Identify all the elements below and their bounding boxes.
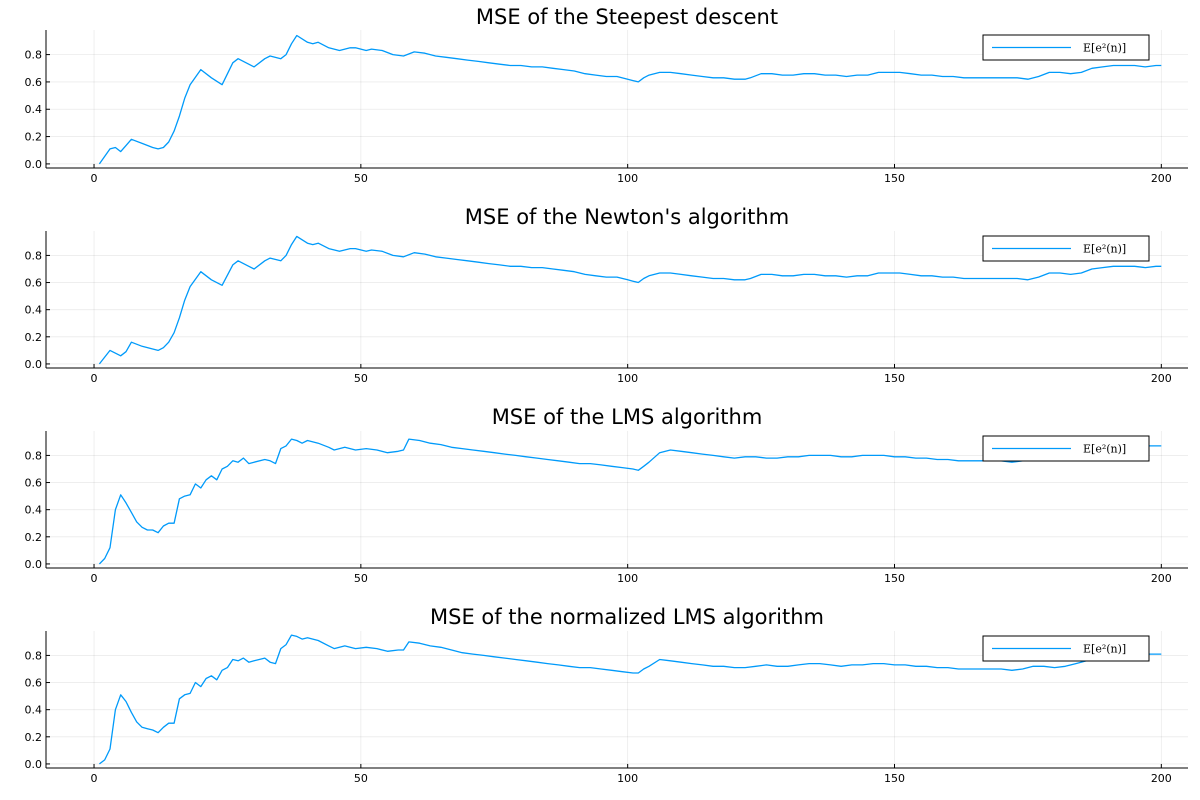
x-tick-label: 50 [354,772,368,785]
subplot-title: MSE of the normalized LMS algorithm [430,605,824,629]
x-tick-label: 0 [91,572,98,585]
x-tick-label: 100 [617,372,638,385]
x-tick-label: 150 [884,772,905,785]
x-tick-label: 100 [617,172,638,185]
legend: E[e²(n)] [982,34,1150,61]
y-tick-label: 0.2 [25,731,43,744]
legend: E[e²(n)] [982,435,1150,462]
series-line-mse [98,235,1162,365]
x-tick-label: 50 [354,172,368,185]
y-tick-label: 0.0 [25,358,43,371]
x-tick-label: 0 [91,772,98,785]
y-tick-label: 0.0 [25,758,43,771]
x-tick-label: 50 [354,372,368,385]
y-tick-label: 0.4 [25,304,43,317]
subplot-title: MSE of the Newton's algorithm [465,205,789,229]
y-tick-label: 0.2 [25,331,43,344]
y-tick-label: 0.4 [25,704,43,717]
x-tick-label: 150 [884,572,905,585]
x-tick-label: 0 [91,372,98,385]
x-tick-label: 150 [884,372,905,385]
x-tick-label: 100 [617,572,638,585]
x-tick-label: 200 [1151,572,1172,585]
x-tick-label: 150 [884,172,905,185]
series-line-mse [98,438,1162,565]
y-tick-label: 0.6 [25,277,43,290]
legend-label: E[e²(n)] [1083,643,1126,656]
legend-label: E[e²(n)] [1083,443,1126,456]
y-tick-label: 0.0 [25,158,43,171]
legend-label: E[e²(n)] [1083,42,1126,55]
subplot-title: MSE of the LMS algorithm [492,405,763,429]
y-tick-label: 0.8 [25,249,43,262]
legend: E[e²(n)] [982,235,1150,262]
x-tick-label: 50 [354,572,368,585]
x-tick-label: 200 [1151,772,1172,785]
series-line-mse [98,34,1162,165]
subplot-1: MSE of the Steepest descent 0 50 100 150 200 0… [25,5,1188,185]
y-tick-label: 0.6 [25,76,43,89]
x-tick-label: 0 [91,172,98,185]
y-tick-label: 0.2 [25,131,43,144]
subplot-2: MSE of the Newton's algorithm 0 50 100 150 20… [25,205,1188,385]
x-tick-label: 200 [1151,372,1172,385]
y-tick-label: 0.8 [25,49,43,62]
x-tick-label: 200 [1151,172,1172,185]
y-tick-label: 0.0 [25,558,43,571]
y-tick-label: 0.2 [25,531,43,544]
subplot-3: MSE of the LMS algorithm 0 50 100 150 200 0.0 0… [25,405,1188,585]
y-tick-label: 0.8 [25,649,43,662]
legend: E[e²(n)] [982,635,1150,662]
y-tick-label: 0.6 [25,477,43,490]
x-tick-label: 100 [617,772,638,785]
y-tick-label: 0.8 [25,449,43,462]
legend-label: E[e²(n)] [1083,243,1126,256]
subplot-title: MSE of the Steepest descent [476,5,778,29]
y-tick-label: 0.6 [25,677,43,690]
y-tick-label: 0.4 [25,103,43,116]
y-tick-label: 0.4 [25,504,43,517]
subplot-4: MSE of the normalized LMS algorithm 0 50 10… [25,605,1188,785]
series-line-mse [99,634,1162,765]
